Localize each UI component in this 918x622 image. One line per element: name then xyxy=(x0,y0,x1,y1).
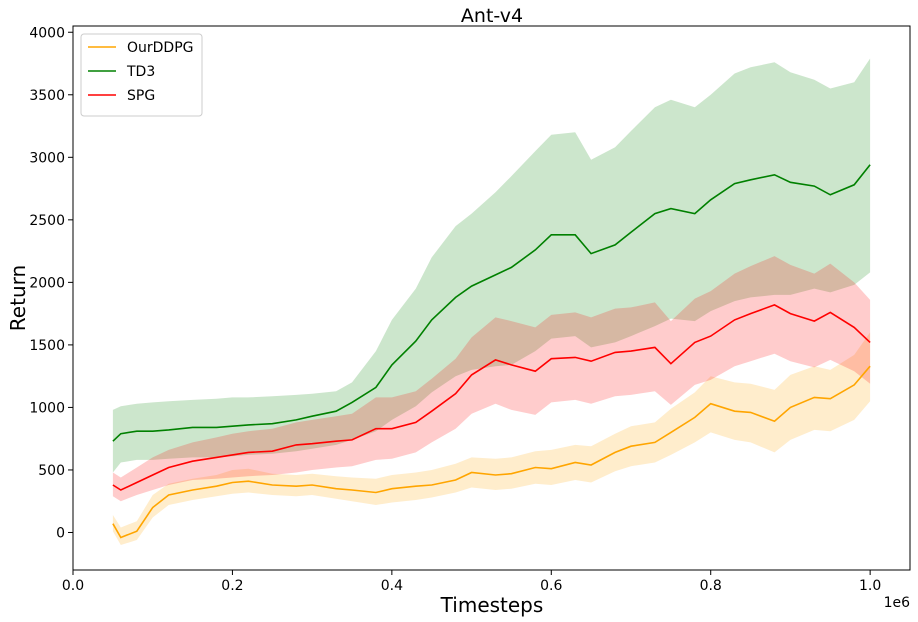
legend-label: TD3 xyxy=(126,64,155,80)
y-tick-label: 1500 xyxy=(29,338,65,354)
line-spg xyxy=(112,304,871,491)
y-tick-label: 3000 xyxy=(29,150,65,166)
legend-label: SPG xyxy=(127,88,155,104)
band-ourddpg xyxy=(112,332,871,545)
x-tick-label: 0.0 xyxy=(62,578,84,594)
x-axis-offset-label: 1e6 xyxy=(884,595,911,611)
x-tick-label: 0.2 xyxy=(221,578,243,594)
legend: OurDDPG TD3 SPG xyxy=(80,33,203,117)
chart-title: Ant-v4 xyxy=(461,5,523,27)
y-tick-label: 500 xyxy=(38,463,65,479)
y-axis-ticks: 0 500 1000 1500 2000 2500 3000 3500 4000 xyxy=(29,25,73,541)
y-axis-label: Return xyxy=(6,265,30,331)
legend-label: OurDDPG xyxy=(127,40,194,56)
x-axis-ticks: 0.0 0.2 0.4 0.6 0.8 1.0 xyxy=(62,570,881,594)
band-td3 xyxy=(112,58,871,473)
x-tick-label: 0.6 xyxy=(540,578,562,594)
plot-area xyxy=(112,58,871,545)
x-axis-label: Timesteps xyxy=(440,593,544,617)
y-tick-label: 4000 xyxy=(29,25,65,41)
x-tick-label: 1.0 xyxy=(859,578,881,594)
y-tick-label: 3500 xyxy=(29,88,65,104)
band-spg xyxy=(112,256,871,502)
y-tick-label: 2500 xyxy=(29,213,65,229)
x-tick-label: 0.8 xyxy=(700,578,722,594)
x-tick-label: 0.4 xyxy=(381,578,403,594)
y-tick-label: 2000 xyxy=(29,275,65,291)
line-td3 xyxy=(112,164,871,442)
y-tick-label: 1000 xyxy=(29,400,65,416)
axes-frame xyxy=(72,25,911,571)
y-tick-label: 0 xyxy=(56,525,65,541)
line-ourddpg xyxy=(112,365,871,539)
